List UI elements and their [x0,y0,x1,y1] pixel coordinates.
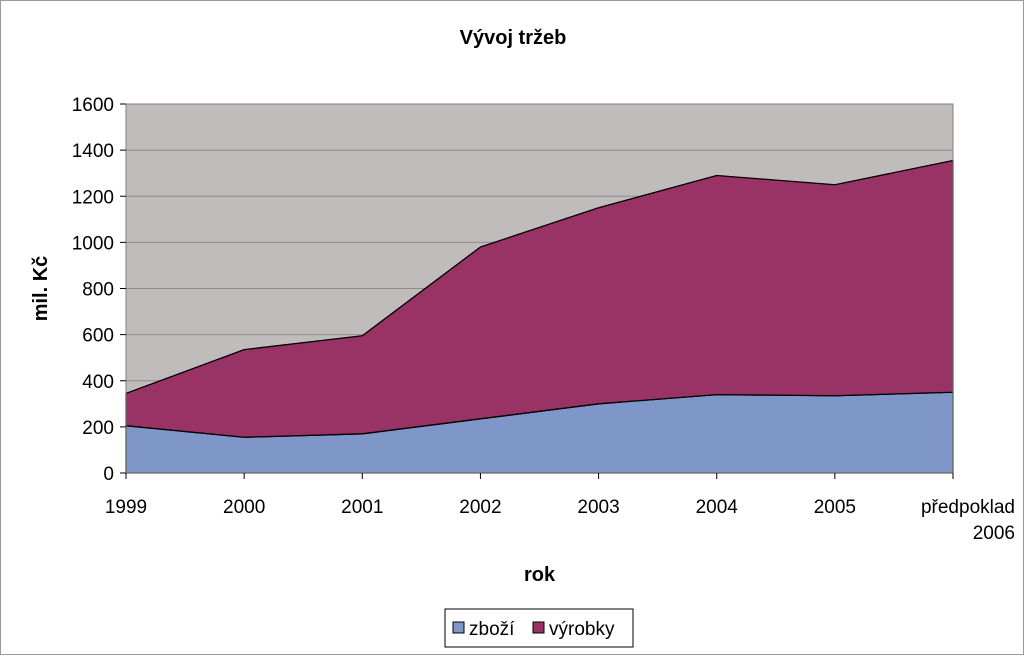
y-tick-label: 1600 [72,95,114,116]
y-tick-label: 1000 [72,233,114,254]
x-axis-title: rok [524,564,556,586]
legend-swatch-výrobky [532,621,545,634]
chart-title: Vývoj tržeb [460,27,567,49]
x-tick-label: 2003 [577,497,619,518]
y-tick-label: 0 [103,464,114,485]
y-tick-label: 1400 [72,141,114,162]
x-tick-label: 2004 [696,497,739,518]
x-axis-ticks: 1999 2000 2001 2002 2003 2004 2005 předpoklad 20… [105,473,1015,544]
y-tick-label: 600 [82,326,114,347]
y-tick-label: 1200 [72,187,114,208]
legend: zboží výrobky [444,608,634,648]
x-tick-label: 2001 [341,497,383,518]
y-axis-ticks: 0 200 400 600 800 1000 1200 1400 1600 [72,95,126,485]
x-tick-label: 2000 [223,497,265,518]
legend-label-zboží: zboží [469,619,515,640]
x-tick-label: 1999 [105,497,147,518]
x-tick-label: předpoklad [921,497,1015,518]
y-tick-label: 400 [82,372,114,393]
x-tick-label: 2006 [973,523,1015,544]
legend-label-výrobky: výrobky [549,619,615,640]
y-tick-label: 200 [82,418,114,439]
x-tick-label: 2005 [814,497,856,518]
x-tick-label: 2002 [459,497,501,518]
y-axis-title: mil. Kč [30,256,52,322]
y-tick-label: 800 [82,280,114,301]
legend-swatch-zboží [452,621,465,634]
